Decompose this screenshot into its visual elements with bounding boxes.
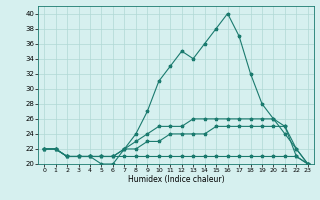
- X-axis label: Humidex (Indice chaleur): Humidex (Indice chaleur): [128, 175, 224, 184]
